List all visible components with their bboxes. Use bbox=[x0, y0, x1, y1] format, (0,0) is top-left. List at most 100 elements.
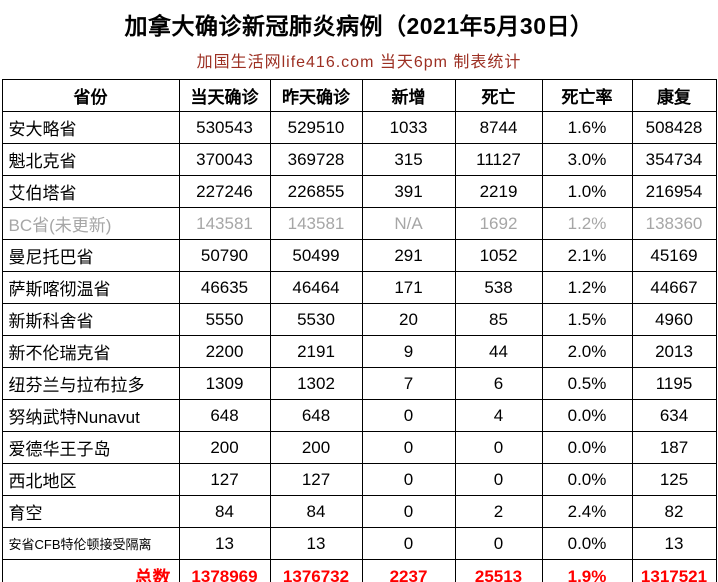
cell-death-rate: 0.0% bbox=[541, 399, 633, 432]
cell-deaths: 8744 bbox=[454, 111, 543, 144]
cell-new-cases: 2237 bbox=[361, 559, 456, 582]
cell-recovered: 634 bbox=[631, 399, 717, 432]
cell-yesterday-confirmed: 369728 bbox=[269, 143, 363, 176]
cell-new-cases: 0 bbox=[361, 399, 456, 432]
cell-death-rate: 0.0% bbox=[541, 527, 633, 560]
cell-death-rate: 1.2% bbox=[541, 207, 633, 240]
cell-today-confirmed: 370043 bbox=[178, 143, 271, 176]
cell-today-confirmed: 127 bbox=[178, 463, 271, 496]
cell-yesterday-confirmed: 84 bbox=[269, 495, 363, 528]
cell-today-confirmed: 84 bbox=[178, 495, 271, 528]
cell-province: 艾伯塔省 bbox=[1, 175, 180, 208]
column-header-today-confirmed: 当天确诊 bbox=[178, 79, 271, 112]
table-row: 努纳武特Nunavut 648 648 0 4 0.0% 634 bbox=[1, 399, 717, 432]
cell-death-rate: 1.0% bbox=[541, 175, 633, 208]
cell-new-cases: 315 bbox=[361, 143, 456, 176]
cell-new-cases: 171 bbox=[361, 271, 456, 304]
table-row: 育空 84 84 0 2 2.4% 82 bbox=[1, 495, 717, 528]
table-row: 安省CFB特伦顿接受隔离 13 13 0 0 0.0% 13 bbox=[1, 527, 717, 560]
table-row: 曼尼托巴省 50790 50499 291 1052 2.1% 45169 bbox=[1, 239, 717, 272]
cell-province: 萨斯喀彻温省 bbox=[1, 271, 180, 304]
cell-yesterday-confirmed: 226855 bbox=[269, 175, 363, 208]
cell-deaths: 0 bbox=[454, 527, 543, 560]
cell-province: 新不伦瑞克省 bbox=[1, 335, 180, 368]
cell-recovered: 4960 bbox=[631, 303, 717, 336]
cell-province: BC省(未更新) bbox=[1, 207, 180, 240]
cell-recovered: 138360 bbox=[631, 207, 717, 240]
cell-deaths: 4 bbox=[454, 399, 543, 432]
cell-new-cases: 0 bbox=[361, 463, 456, 496]
table-row: 安大略省 530543 529510 1033 8744 1.6% 508428 bbox=[1, 111, 717, 144]
cell-recovered: 354734 bbox=[631, 143, 717, 176]
cell-deaths: 538 bbox=[454, 271, 543, 304]
cell-new-cases: N/A bbox=[361, 207, 456, 240]
cell-today-confirmed: 46635 bbox=[178, 271, 271, 304]
cell-yesterday-confirmed: 46464 bbox=[269, 271, 363, 304]
cell-recovered: 216954 bbox=[631, 175, 717, 208]
cell-recovered: 508428 bbox=[631, 111, 717, 144]
cell-new-cases: 291 bbox=[361, 239, 456, 272]
table-row: 魁北克省 370043 369728 315 11127 3.0% 354734 bbox=[1, 143, 717, 176]
column-header-yesterday-confirmed: 昨天确诊 bbox=[269, 79, 363, 112]
cell-deaths: 11127 bbox=[454, 143, 543, 176]
cell-deaths: 0 bbox=[454, 463, 543, 496]
table-row: 爱德华王子岛 200 200 0 0 0.0% 187 bbox=[1, 431, 717, 464]
column-header-recovered: 康复 bbox=[631, 79, 717, 112]
column-header-province: 省份 bbox=[1, 79, 180, 112]
cell-death-rate: 0.0% bbox=[541, 463, 633, 496]
cell-yesterday-confirmed: 648 bbox=[269, 399, 363, 432]
cell-new-cases: 0 bbox=[361, 431, 456, 464]
cell-today-confirmed: 50790 bbox=[178, 239, 271, 272]
cell-today-confirmed: 200 bbox=[178, 431, 271, 464]
cell-deaths: 6 bbox=[454, 367, 543, 400]
subtitle-source-credit: 加国生活网life416.com 当天6pm 制表统计 bbox=[196, 54, 522, 71]
table-row: 萨斯喀彻温省 46635 46464 171 538 1.2% 44667 bbox=[1, 271, 717, 304]
cell-yesterday-confirmed: 2191 bbox=[269, 335, 363, 368]
cell-deaths: 1052 bbox=[454, 239, 543, 272]
cell-yesterday-confirmed: 143581 bbox=[269, 207, 363, 240]
cell-new-cases: 391 bbox=[361, 175, 456, 208]
cell-new-cases: 0 bbox=[361, 527, 456, 560]
cell-today-confirmed: 2200 bbox=[178, 335, 271, 368]
cell-death-rate: 2.1% bbox=[541, 239, 633, 272]
cell-province: 育空 bbox=[1, 495, 180, 528]
cell-today-confirmed: 648 bbox=[178, 399, 271, 432]
cell-province: 安大略省 bbox=[1, 111, 180, 144]
cell-today-confirmed: 227246 bbox=[178, 175, 271, 208]
cell-recovered: 2013 bbox=[631, 335, 717, 368]
cell-today-confirmed: 530543 bbox=[178, 111, 271, 144]
covid-stats-table: 省份 当天确诊 昨天确诊 新增 死亡 死亡率 康复 安大略省 530543 52… bbox=[1, 79, 717, 582]
cell-province: 新斯科舍省 bbox=[1, 303, 180, 336]
cell-today-confirmed: 13 bbox=[178, 527, 271, 560]
cell-death-rate: 1.9% bbox=[541, 559, 633, 582]
cell-recovered: 187 bbox=[631, 431, 717, 464]
column-header-new-cases: 新增 bbox=[361, 79, 456, 112]
table-row: 纽芬兰与拉布拉多 1309 1302 7 6 0.5% 1195 bbox=[1, 367, 717, 400]
cell-recovered: 45169 bbox=[631, 239, 717, 272]
cell-province: 曼尼托巴省 bbox=[1, 239, 180, 272]
cell-yesterday-confirmed: 13 bbox=[269, 527, 363, 560]
table-row: 西北地区 127 127 0 0 0.0% 125 bbox=[1, 463, 717, 496]
cell-new-cases: 20 bbox=[361, 303, 456, 336]
page-title: 加拿大确诊新冠肺炎病例（2021年5月30日） bbox=[124, 13, 594, 39]
cell-deaths: 1692 bbox=[454, 207, 543, 240]
cell-death-rate: 2.4% bbox=[541, 495, 633, 528]
table-row: 新不伦瑞克省 2200 2191 9 44 2.0% 2013 bbox=[1, 335, 717, 368]
cell-new-cases: 0 bbox=[361, 495, 456, 528]
cell-yesterday-confirmed: 529510 bbox=[269, 111, 363, 144]
cell-today-confirmed: 5550 bbox=[178, 303, 271, 336]
cell-death-rate: 0.0% bbox=[541, 431, 633, 464]
column-header-death-rate: 死亡率 bbox=[541, 79, 633, 112]
cell-province: 努纳武特Nunavut bbox=[1, 399, 180, 432]
cell-new-cases: 9 bbox=[361, 335, 456, 368]
cell-province: 纽芬兰与拉布拉多 bbox=[1, 367, 180, 400]
cell-death-rate: 2.0% bbox=[541, 335, 633, 368]
cell-today-confirmed: 1309 bbox=[178, 367, 271, 400]
cell-recovered: 125 bbox=[631, 463, 717, 496]
cell-new-cases: 7 bbox=[361, 367, 456, 400]
cell-recovered: 13 bbox=[631, 527, 717, 560]
cell-province: 安省CFB特伦顿接受隔离 bbox=[1, 527, 180, 560]
table-row: 总数 1378969 1376732 2237 25513 1.9% 13175… bbox=[1, 559, 717, 582]
cell-province: 爱德华王子岛 bbox=[1, 431, 180, 464]
